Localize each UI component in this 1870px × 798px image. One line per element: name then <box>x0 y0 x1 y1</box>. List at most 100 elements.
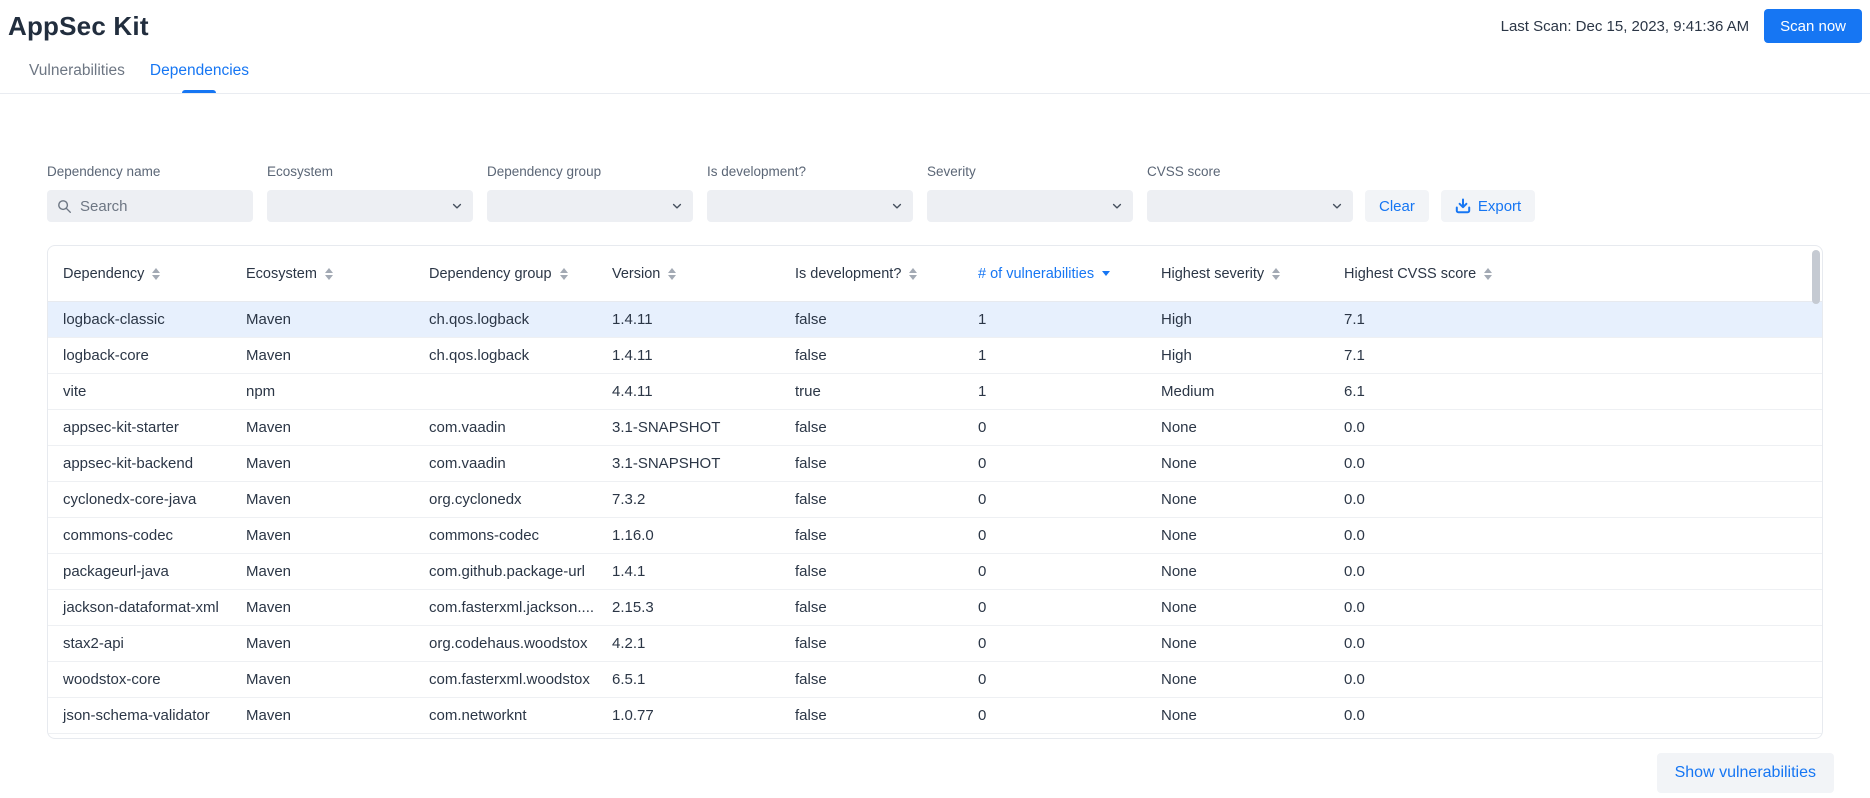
column-header-ecosystem[interactable]: Ecosystem <box>231 266 414 282</box>
column-label: Highest severity <box>1161 265 1265 282</box>
cell-version: 4.4.11 <box>612 383 653 400</box>
page-title: AppSec Kit <box>8 10 149 41</box>
select-field[interactable] <box>267 190 473 222</box>
column-header-dependency[interactable]: Dependency <box>48 266 231 282</box>
column-header-of-vulnerabilities[interactable]: # of vulnerabilities <box>963 266 1146 282</box>
cell-ecosystem: Maven <box>246 419 292 436</box>
table-row[interactable]: jackson-dataformat-xml Maven com.fasterxml… <box>48 590 1822 626</box>
cell-ecosystem: Maven <box>246 599 292 616</box>
cell-group: com.vaadin <box>429 455 506 472</box>
column-header-highest-severity[interactable]: Highest severity <box>1146 266 1329 282</box>
cell-ecosystem: npm <box>246 383 276 400</box>
cell-vulnerabilities: 1 <box>978 347 987 364</box>
chevron-down-icon <box>451 200 463 212</box>
cell-dependency: logback-classic <box>63 311 165 328</box>
table-row[interactable]: woodstox-core Maven com.fasterxml.woodstox… <box>48 662 1822 698</box>
select-field[interactable] <box>927 190 1133 222</box>
cell-dependency: appsec-kit-backend <box>63 455 194 472</box>
search-field[interactable] <box>47 190 253 222</box>
select-field[interactable] <box>487 190 693 222</box>
export-button[interactable]: Export <box>1440 190 1536 222</box>
select-field[interactable] <box>707 190 913 222</box>
filter-label: Dependency name <box>47 164 161 179</box>
cell-is-development: false <box>795 671 827 688</box>
chevron-down-icon <box>1331 200 1343 212</box>
table-row[interactable]: vite npm 4.4.11 true 1 Medium 6.1 <box>48 374 1822 410</box>
tab-vulnerabilities[interactable]: Vulnerabilities <box>29 62 125 79</box>
table-row[interactable]: json-schema-validator Maven com.networknt 1… <box>48 698 1822 734</box>
cell-cvss: 0.0 <box>1344 671 1365 688</box>
cell-dependency: woodstox-core <box>63 671 161 688</box>
cell-group: org.cyclonedx <box>429 491 522 508</box>
cell-group: com.fasterxml.woodstox <box>429 671 590 688</box>
cell-severity: Medium <box>1161 383 1215 400</box>
column-label: Ecosystem <box>246 265 317 282</box>
cell-version: 1.4.11 <box>612 347 653 364</box>
cell-dependency: appsec-kit-starter <box>63 419 179 436</box>
show-vulnerabilities-button[interactable]: Show vulnerabilities <box>1656 753 1834 793</box>
filter-buttons: Clear Export <box>1365 190 1536 222</box>
sort-indicator-icon <box>1484 267 1493 280</box>
table-row[interactable]: appsec-kit-backend Maven com.vaadin 3.1-SNA… <box>48 446 1822 482</box>
cell-cvss: 0.0 <box>1344 635 1365 652</box>
table-row[interactable]: stax2-api Maven org.codehaus.woodstox 4.2.1… <box>48 626 1822 662</box>
column-header-highest-cvss-score[interactable]: Highest CVSS score <box>1329 266 1822 282</box>
filter-label: Dependency group <box>487 164 602 179</box>
cell-severity: High <box>1161 311 1192 328</box>
cell-severity: High <box>1161 347 1192 364</box>
column-label: # of vulnerabilities <box>978 265 1095 282</box>
search-input[interactable] <box>80 197 243 215</box>
scan-now-button[interactable]: Scan now <box>1764 9 1862 43</box>
dependencies-table: Dependency Ecosystem Dependency group Versi… <box>47 245 1823 739</box>
cell-is-development: false <box>795 419 827 436</box>
column-label: Highest CVSS score <box>1344 265 1477 282</box>
clear-button-label: Clear <box>1379 197 1415 215</box>
cell-cvss: 0.0 <box>1344 455 1365 472</box>
sort-indicator-icon <box>152 267 161 280</box>
cell-version: 2.15.3 <box>612 599 654 616</box>
scrollbar-thumb[interactable] <box>1811 250 1820 304</box>
chevron-down-icon <box>891 200 903 212</box>
cell-vulnerabilities: 0 <box>978 527 987 544</box>
filter-label: Severity <box>927 164 976 179</box>
footer-bar: Show vulnerabilities <box>0 753 1834 793</box>
table-row[interactable]: packageurl-java Maven com.github.package-u… <box>48 554 1822 590</box>
cell-version: 1.4.11 <box>612 311 653 328</box>
cell-vulnerabilities: 1 <box>978 383 987 400</box>
cell-vulnerabilities: 0 <box>978 491 987 508</box>
chevron-down-icon <box>1111 200 1123 212</box>
cell-is-development: false <box>795 311 827 328</box>
column-header-version[interactable]: Version <box>597 266 780 282</box>
cell-version: 1.16.0 <box>612 527 654 544</box>
column-label: Dependency group <box>429 265 552 282</box>
cell-version: 4.2.1 <box>612 635 646 652</box>
column-header-is-development[interactable]: Is development? <box>780 266 963 282</box>
cell-cvss: 0.0 <box>1344 707 1365 724</box>
cell-vulnerabilities: 0 <box>978 455 987 472</box>
cell-ecosystem: Maven <box>246 455 292 472</box>
cell-is-development: false <box>795 563 827 580</box>
cell-severity: None <box>1161 671 1197 688</box>
cell-severity: None <box>1161 419 1197 436</box>
column-header-dependency-group[interactable]: Dependency group <box>414 266 597 282</box>
cell-version: 6.5.1 <box>612 671 646 688</box>
clear-button[interactable]: Clear <box>1365 190 1429 222</box>
cell-ecosystem: Maven <box>246 311 292 328</box>
cell-group: com.github.package-url <box>429 563 585 580</box>
cell-version: 1.0.77 <box>612 707 654 724</box>
sort-indicator-icon <box>909 267 918 280</box>
cell-version: 3.1-SNAPSHOT <box>612 419 721 436</box>
cell-cvss: 7.1 <box>1344 311 1365 328</box>
table-row[interactable]: appsec-kit-starter Maven com.vaadin 3.1-SNA… <box>48 410 1822 446</box>
tab-dependencies[interactable]: Dependencies <box>148 56 251 93</box>
filter-label: Ecosystem <box>267 164 334 179</box>
cell-ecosystem: Maven <box>246 671 292 688</box>
select-field[interactable] <box>1147 190 1353 222</box>
cell-dependency: logback-core <box>63 347 149 364</box>
cell-cvss: 0.0 <box>1344 563 1365 580</box>
table-row[interactable]: logback-core Maven ch.qos.logback 1.4.11 fal… <box>48 338 1822 374</box>
table-row[interactable]: logback-classic Maven ch.qos.logback 1.4.11… <box>48 302 1822 338</box>
table-row[interactable]: cyclonedx-core-java Maven org.cyclonedx 7.3… <box>48 482 1822 518</box>
column-label: Is development? <box>795 265 902 282</box>
table-row[interactable]: commons-codec Maven commons-codec 1.16.0 fal… <box>48 518 1822 554</box>
